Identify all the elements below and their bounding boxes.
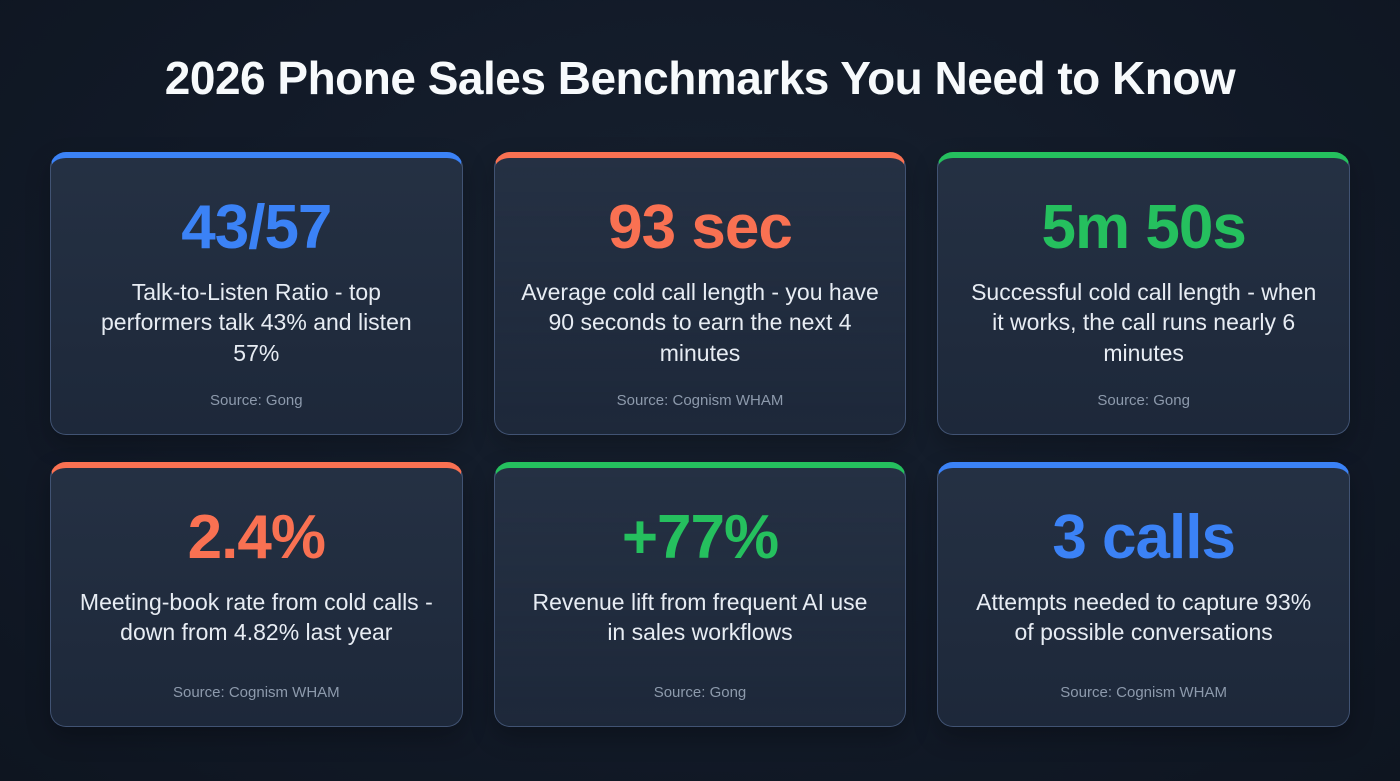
page-title: 2026 Phone Sales Benchmarks You Need to … — [164, 52, 1236, 104]
stat-source: Source: Gong — [210, 391, 303, 409]
stat-value: 2.4% — [187, 502, 326, 572]
stat-card-talk-listen-ratio: 43/57 Talk-to-Listen Ratio - top perform… — [50, 151, 463, 435]
stat-source: Source: Cognism WHAM — [1060, 683, 1228, 701]
stat-description: Meeting-book rate from cold calls - down… — [79, 589, 433, 646]
stat-description: Successful cold call length - when it wo… — [971, 279, 1317, 366]
stat-source: Source: Gong — [653, 683, 747, 701]
stat-value: 5m 50s — [1041, 192, 1247, 262]
benchmarks-infographic: 2026 Phone Sales Benchmarks You Need to … — [0, 52, 1400, 781]
stat-value: 43/57 — [181, 192, 332, 262]
stats-grid: 43/57 Talk-to-Listen Ratio - top perform… — [50, 151, 1350, 727]
stat-description: Revenue lift from frequent AI use in sal… — [532, 589, 868, 646]
stat-card-revenue-lift-ai: +77% Revenue lift from frequent AI use i… — [493, 461, 907, 727]
stat-value: 3 calls — [1052, 502, 1236, 572]
stat-description: Talk-to-Listen Ratio - top performers ta… — [101, 279, 412, 366]
stat-value: 93 sec — [608, 192, 793, 262]
stat-card-average-cold-call-length: 93 sec Average cold call length - you ha… — [493, 151, 907, 435]
stat-description: Average cold call length - you have 90 s… — [521, 279, 879, 366]
stat-card-call-attempts: 3 calls Attempts needed to capture 93% o… — [937, 461, 1350, 727]
stat-value: +77% — [621, 502, 779, 572]
stat-card-successful-cold-call-length: 5m 50s Successful cold call length - whe… — [937, 151, 1350, 435]
stat-description: Attempts needed to capture 93% of possib… — [976, 589, 1312, 646]
stat-source: Source: Cognism WHAM — [616, 391, 784, 409]
stat-source: Source: Cognism WHAM — [172, 683, 340, 701]
stat-source: Source: Gong — [1097, 391, 1190, 409]
stat-card-meeting-book-rate: 2.4% Meeting-book rate from cold calls -… — [50, 461, 463, 727]
